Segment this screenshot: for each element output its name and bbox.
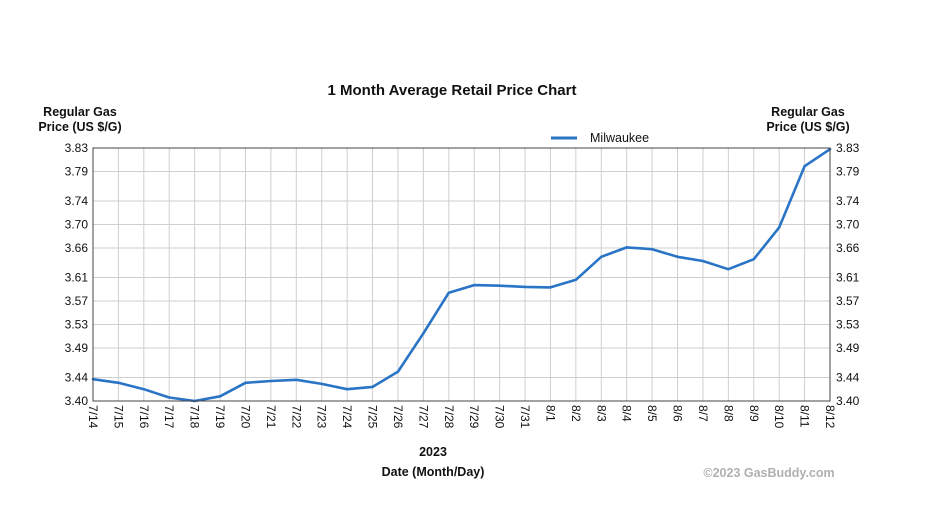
x-tick-label: 7/20	[238, 405, 252, 429]
data-point	[727, 268, 730, 271]
y-tick-label-right: 3.57	[836, 294, 860, 308]
legend: Milwaukee	[551, 131, 649, 145]
x-tick-label: 8/7	[696, 405, 710, 422]
data-point	[574, 278, 578, 281]
x-tick-label: 7/27	[416, 405, 430, 429]
x-tick-label: 7/16	[137, 405, 151, 429]
y-axis-label-right-line1: Regular Gas	[771, 105, 845, 119]
y-axis-label-left-line2: Price (US $/G)	[38, 120, 121, 134]
y-tick-label-left: 3.57	[65, 294, 89, 308]
data-point	[447, 291, 450, 294]
x-tick-label: 7/30	[493, 405, 507, 429]
x-tick-label: 7/22	[289, 405, 303, 429]
data-point	[549, 286, 552, 289]
x-tick-label: 7/29	[467, 405, 481, 429]
y-tick-label-left: 3.83	[65, 141, 89, 155]
x-tick-label: 7/15	[111, 405, 125, 429]
x-tick-label: 7/14	[86, 405, 100, 429]
y-ticks-right: 3.83 3.79 3.74 3.70 3.66 3.61 3.57 3.53 3.49 3.44…	[836, 141, 860, 408]
data-point	[218, 395, 222, 398]
x-tick-label: 7/24	[340, 405, 354, 429]
y-tick-label-left: 3.44	[65, 370, 89, 384]
y-tick-label-left: 3.49	[65, 341, 89, 355]
copyright-credit: ©2023 GasBuddy.com	[703, 466, 834, 480]
plot-frame	[92, 147, 831, 402]
series-line-milwaukee	[91, 147, 832, 403]
grid	[92, 147, 831, 402]
data-point	[244, 381, 247, 384]
data-point	[701, 259, 705, 263]
y-axis-label-right-line2: Price (US $/G)	[766, 120, 849, 134]
y-axis-label-left-line1: Regular Gas	[43, 105, 117, 119]
data-point	[345, 388, 349, 391]
y-tick-label-right: 3.40	[836, 394, 860, 408]
data-point	[320, 382, 323, 386]
x-tick-label: 8/10	[772, 405, 786, 429]
x-tick-label: 8/2	[569, 405, 583, 422]
data-point	[650, 248, 654, 251]
x-tick-label: 8/4	[620, 405, 634, 422]
x-tick-label: 8/9	[747, 405, 761, 422]
legend-label-milwaukee: Milwaukee	[590, 131, 649, 145]
data-point	[371, 385, 374, 389]
data-point	[295, 378, 298, 382]
y-tick-label-left: 3.79	[65, 165, 89, 179]
y-tick-label-right: 3.44	[836, 370, 860, 384]
series-layer	[91, 147, 832, 403]
y-tick-label-right: 3.79	[836, 165, 860, 179]
y-tick-label-right: 3.53	[836, 318, 860, 332]
data-point	[396, 370, 400, 373]
x-ticks: 7/14 7/15 7/16 7/17 7/18 7/19 7/20 7/21 7/22 7/23…	[86, 405, 837, 429]
y-tick-label-right: 3.70	[836, 217, 860, 231]
data-point	[473, 283, 476, 287]
data-point	[168, 396, 171, 399]
x-tick-label: 7/23	[315, 405, 329, 429]
y-tick-label-left: 3.66	[65, 241, 89, 255]
y-ticks-left: 3.83 3.79 3.74 3.70 3.66 3.61 3.57 3.53 3.49 3.44…	[65, 141, 89, 408]
data-point	[142, 388, 146, 391]
x-tick-label: 7/21	[264, 405, 278, 429]
chart-title: 1 Month Average Retail Price Chart	[328, 82, 577, 99]
data-point	[803, 165, 806, 168]
x-tick-label: 8/5	[645, 405, 659, 422]
y-tick-label-right: 3.66	[836, 241, 860, 255]
x-tick-label: 8/3	[594, 405, 608, 422]
y-tick-label-left: 3.70	[65, 217, 89, 231]
data-point	[777, 226, 781, 229]
y-tick-label-right: 3.74	[836, 194, 860, 208]
x-tick-label: 7/25	[366, 405, 380, 429]
y-tick-label-left: 3.40	[65, 394, 89, 408]
data-point	[269, 379, 273, 383]
y-tick-label-right: 3.83	[836, 141, 860, 155]
x-tick-label: 7/28	[442, 405, 456, 429]
x-tick-label: 8/1	[543, 405, 557, 422]
data-point	[117, 381, 120, 384]
x-tick-label: 8/6	[671, 405, 685, 422]
y-tick-label-left: 3.53	[65, 318, 89, 332]
x-tick-label: 7/26	[391, 405, 405, 429]
x-tick-label: 7/17	[162, 405, 176, 429]
x-axis-label: Date (Month/Day)	[382, 465, 485, 479]
data-point	[752, 258, 755, 261]
x-tick-label: 7/19	[213, 405, 227, 429]
data-point	[676, 255, 679, 259]
x-tick-label: 8/12	[823, 405, 837, 429]
x-tick-label: 7/31	[518, 405, 532, 429]
data-point	[422, 332, 425, 335]
x-tick-label: 8/11	[798, 405, 812, 428]
y-tick-label-right: 3.49	[836, 341, 860, 355]
y-tick-label-left: 3.61	[65, 270, 89, 284]
x-tick-label: 7/18	[188, 405, 202, 429]
data-point	[498, 284, 501, 287]
data-point	[625, 246, 628, 249]
x-axis-year: 2023	[419, 445, 447, 459]
y-tick-label-right: 3.61	[836, 270, 860, 284]
y-tick-label-left: 3.74	[65, 194, 89, 208]
data-point	[523, 285, 527, 289]
x-tick-label: 8/8	[721, 405, 735, 422]
data-point	[600, 255, 603, 259]
